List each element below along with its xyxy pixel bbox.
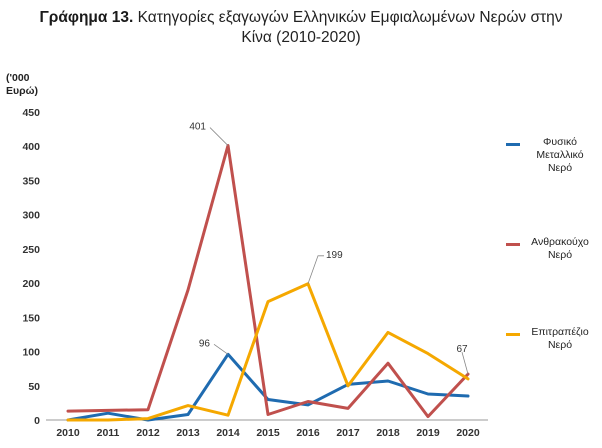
y-tick-label: 300 [22, 210, 40, 222]
legend-swatch [506, 333, 520, 336]
y-tick-label: 450 [22, 107, 40, 119]
x-tick-label: 2016 [296, 427, 320, 439]
chart-title-line1: Κατηγορίες εξαγωγών Ελληνικών Εμφιαλωμέν… [137, 9, 563, 26]
y-tick-label: 350 [22, 175, 40, 187]
y-tick-label: 250 [22, 244, 40, 256]
data-label: 96 [199, 338, 211, 349]
x-tick-label: 2011 [97, 427, 120, 439]
legend-label-line: Μεταλλικό [536, 149, 584, 161]
data-label: 199 [326, 250, 343, 261]
annotation-leader [209, 127, 229, 146]
chart-annotations: 401 96 199 67 [189, 122, 469, 375]
x-tick-label: 2019 [416, 427, 440, 439]
y-axis-unit-line2: Ευρώ) [6, 85, 38, 97]
legend-label-line: Νερό [547, 249, 573, 261]
x-tick-label: 2015 [256, 427, 280, 439]
series-line-1 [66, 144, 470, 419]
x-tick-label: 2018 [376, 427, 400, 439]
legend-label-line: Φυσικό [543, 136, 577, 148]
annotation-leader [307, 255, 324, 284]
x-tick-label: 2017 [336, 427, 360, 439]
legend-label: Ανθρακούχο Νερό [524, 236, 596, 262]
chart-title-prefix: Γράφημα 13. [39, 9, 134, 26]
annotation-leader [461, 352, 469, 375]
chart-title: Γράφημα 13. Κατηγορίες εξαγωγών Ελληνικώ… [0, 8, 602, 48]
y-tick-label: 50 [28, 381, 40, 393]
y-tick-label: 0 [34, 415, 40, 427]
legend-item: Επιτραπέζιο Νερό [506, 326, 596, 352]
y-axis-unit: ('000 Ευρώ) [6, 72, 38, 98]
y-tick-label: 150 [22, 312, 40, 324]
x-tick-label: 2010 [56, 427, 80, 439]
y-tick-label: 400 [22, 141, 40, 153]
legend-label-line: Νερό [547, 339, 573, 351]
data-label: 401 [189, 122, 206, 133]
x-tick-label: 2013 [176, 427, 200, 439]
series-line-2 [66, 282, 470, 422]
legend-item: Ανθρακούχο Νερό [506, 236, 596, 262]
x-tick-label: 2020 [456, 427, 480, 439]
legend-label-line: Επιτραπέζιο [531, 326, 589, 338]
y-tick-label: 200 [22, 278, 40, 290]
legend-item: Φυσικό Μεταλλικό Νερό [506, 136, 596, 175]
x-tick-label: 2012 [136, 427, 160, 439]
legend-swatch [506, 143, 520, 146]
legend-label: Φυσικό Μεταλλικό Νερό [524, 136, 596, 175]
chart-series-lines [66, 144, 470, 422]
annotation-leader [213, 343, 229, 355]
data-label: 67 [456, 344, 468, 355]
y-axis-unit-line1: ('000 [6, 72, 30, 84]
chart-axes: 0 50 100 150 200 250 300 350 400 450 2010 2011 2012 2… [22, 107, 488, 439]
legend-label-line: Νερό [547, 162, 573, 174]
y-tick-label: 100 [22, 347, 40, 359]
legend-label: Επιτραπέζιο Νερό [524, 326, 596, 352]
legend-swatch [506, 243, 520, 246]
chart-title-line2: Κίνα (2010-2020) [241, 29, 361, 46]
x-tick-label: 2014 [216, 427, 240, 439]
legend-label-line: Ανθρακούχο [531, 236, 589, 248]
